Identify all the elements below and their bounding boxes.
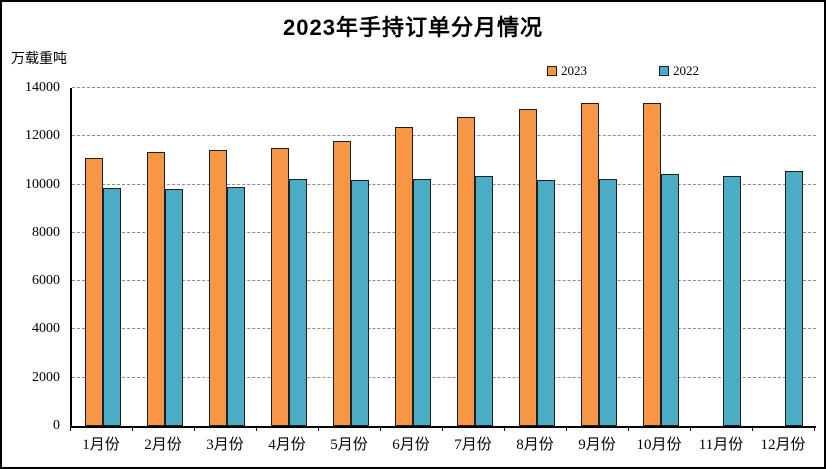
legend-item-2022: 2022 xyxy=(659,63,699,79)
bar-2022-1月份 xyxy=(103,188,121,426)
gridline-4000 xyxy=(72,328,816,330)
x-label-5月份: 5月份 xyxy=(330,437,368,453)
y-axis-unit-label: 万载重吨 xyxy=(11,52,67,67)
bar-2023-3月份 xyxy=(209,149,227,426)
x-label-11月份: 11月份 xyxy=(698,437,744,453)
x-tick-9 xyxy=(628,426,629,431)
x-axis-labels: 1月份 2月份 3月份 4月份 5月份 6月份 7月份 8月份 9月份 10月份 11月份 12月份 xyxy=(70,433,814,455)
bar-2023-6月份 xyxy=(395,126,413,426)
x-label-8月份: 8月份 xyxy=(516,437,554,453)
bar-2022-12月份 xyxy=(785,171,803,426)
legend-item-2023: 2023 xyxy=(547,63,587,79)
y-tick-label-6000: 6000 xyxy=(32,273,60,289)
gridline-12000 xyxy=(72,135,816,137)
x-tick-5 xyxy=(380,426,381,431)
x-label-3月份: 3月份 xyxy=(206,437,244,453)
y-axis-labels: 0 2000 4000 6000 8000 10000 12000 14000 xyxy=(2,81,62,433)
legend-label-2022: 2022 xyxy=(673,63,699,78)
bar-2022-5月份 xyxy=(351,179,369,426)
x-axis-ticks xyxy=(70,426,816,432)
bar-2022-7月份 xyxy=(475,176,493,426)
legend: 2023 2022 xyxy=(547,63,699,79)
x-label-1月份: 1月份 xyxy=(82,437,120,453)
x-tick-8 xyxy=(566,426,567,431)
x-label-9月份: 9月份 xyxy=(578,437,616,453)
bar-2022-9月份 xyxy=(599,178,617,426)
bar-2022-2月份 xyxy=(165,189,183,426)
bar-2022-10月份 xyxy=(661,173,679,426)
x-tick-7 xyxy=(504,426,505,431)
x-tick-11 xyxy=(752,426,753,431)
bar-2022-3月份 xyxy=(227,187,245,426)
legend-label-2023: 2023 xyxy=(561,63,587,78)
bar-2023-4月份 xyxy=(271,148,289,426)
chart-title: 2023年手持订单分月情况 xyxy=(283,15,543,40)
y-tick-label-10000: 10000 xyxy=(25,176,60,192)
y-tick-label-0: 0 xyxy=(53,418,60,433)
y-tick-label-4000: 4000 xyxy=(32,321,60,337)
bar-2023-9月份 xyxy=(581,102,599,426)
y-tick-label-2000: 2000 xyxy=(32,369,60,385)
gridline-2000 xyxy=(72,376,816,378)
legend-swatch-2022 xyxy=(659,66,669,76)
x-tick-6 xyxy=(442,426,443,431)
x-label-4月份: 4月份 xyxy=(268,437,306,453)
bar-2023-10月份 xyxy=(643,102,661,426)
legend-swatch-2023 xyxy=(547,66,557,76)
y-tick-label-14000: 14000 xyxy=(25,80,60,95)
x-tick-3 xyxy=(256,426,257,431)
y-tick-label-12000: 12000 xyxy=(25,128,60,144)
x-tick-0 xyxy=(70,426,71,431)
bar-2023-5月份 xyxy=(333,141,351,426)
x-label-12月份: 12月份 xyxy=(760,437,806,453)
x-tick-12 xyxy=(814,426,815,431)
bar-2023-8月份 xyxy=(519,108,537,426)
x-tick-4 xyxy=(318,426,319,431)
gridline-8000 xyxy=(72,231,816,233)
x-tick-2 xyxy=(194,426,195,431)
gridline-10000 xyxy=(72,183,816,185)
bar-2022-4月份 xyxy=(289,178,307,426)
bar-2023-1月份 xyxy=(85,158,103,426)
y-tick-label-8000: 8000 xyxy=(32,224,60,240)
bar-2023-2月份 xyxy=(147,152,165,426)
x-label-2月份: 2月份 xyxy=(144,437,182,453)
gridline-14000 xyxy=(72,87,816,88)
bar-2022-11月份 xyxy=(723,176,741,426)
plot-area xyxy=(70,87,816,428)
x-tick-1 xyxy=(132,426,133,431)
x-label-10月份: 10月份 xyxy=(636,437,682,453)
gridline-6000 xyxy=(72,280,816,282)
x-label-6月份: 6月份 xyxy=(392,437,430,453)
bar-2023-7月份 xyxy=(457,117,475,426)
bar-2022-8月份 xyxy=(537,179,555,426)
x-tick-10 xyxy=(690,426,691,431)
bar-2022-6月份 xyxy=(413,178,431,426)
x-label-7月份: 7月份 xyxy=(454,437,492,453)
